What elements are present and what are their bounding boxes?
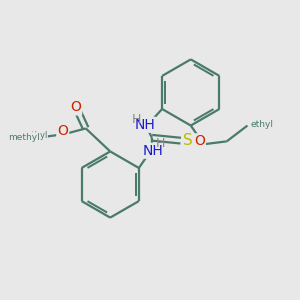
Text: H: H bbox=[131, 113, 141, 126]
Text: O: O bbox=[70, 100, 81, 114]
Text: H: H bbox=[156, 137, 165, 150]
Text: ethyl: ethyl bbox=[250, 120, 273, 129]
Text: O: O bbox=[194, 134, 205, 148]
Text: NH: NH bbox=[134, 118, 155, 132]
Text: NH: NH bbox=[143, 144, 164, 158]
Text: S: S bbox=[183, 133, 193, 148]
Text: O: O bbox=[57, 124, 68, 138]
Text: methyl: methyl bbox=[8, 133, 40, 142]
Text: methyl: methyl bbox=[18, 131, 47, 140]
